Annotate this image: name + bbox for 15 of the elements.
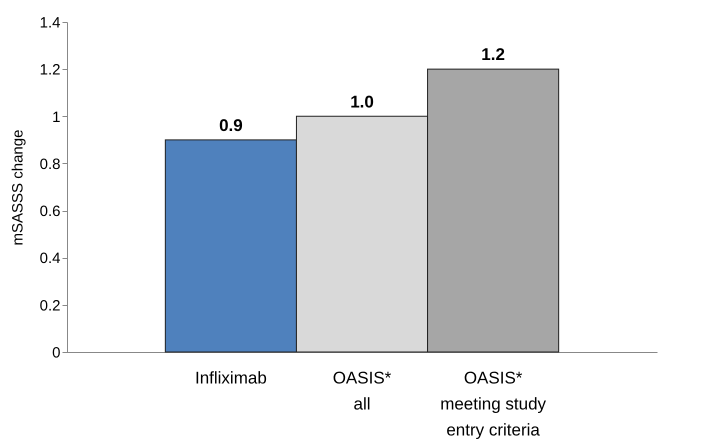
y-tick-label: 0.8 (40, 156, 60, 173)
y-tick-label: 0.2 (40, 297, 60, 314)
y-tick-label: 0 (52, 344, 60, 362)
x-tick-label: Infliximab (194, 368, 267, 388)
y-axis-title: mSASSS change (10, 130, 27, 246)
x-tick-label: OASIS* meeting study entry criteria (440, 368, 547, 440)
y-tick-label: 0.4 (40, 250, 60, 268)
y-tick-label: 1 (52, 108, 60, 126)
data-label: 0.9 (219, 116, 243, 135)
y-tick-label: 1.2 (40, 62, 60, 79)
x-tick-label: OASIS* all (332, 368, 392, 414)
y-tick-label: 0.6 (40, 203, 60, 220)
y-tick-label: 1.4 (40, 14, 60, 32)
data-label: 1.0 (350, 92, 374, 112)
data-label: 1.2 (481, 45, 505, 64)
